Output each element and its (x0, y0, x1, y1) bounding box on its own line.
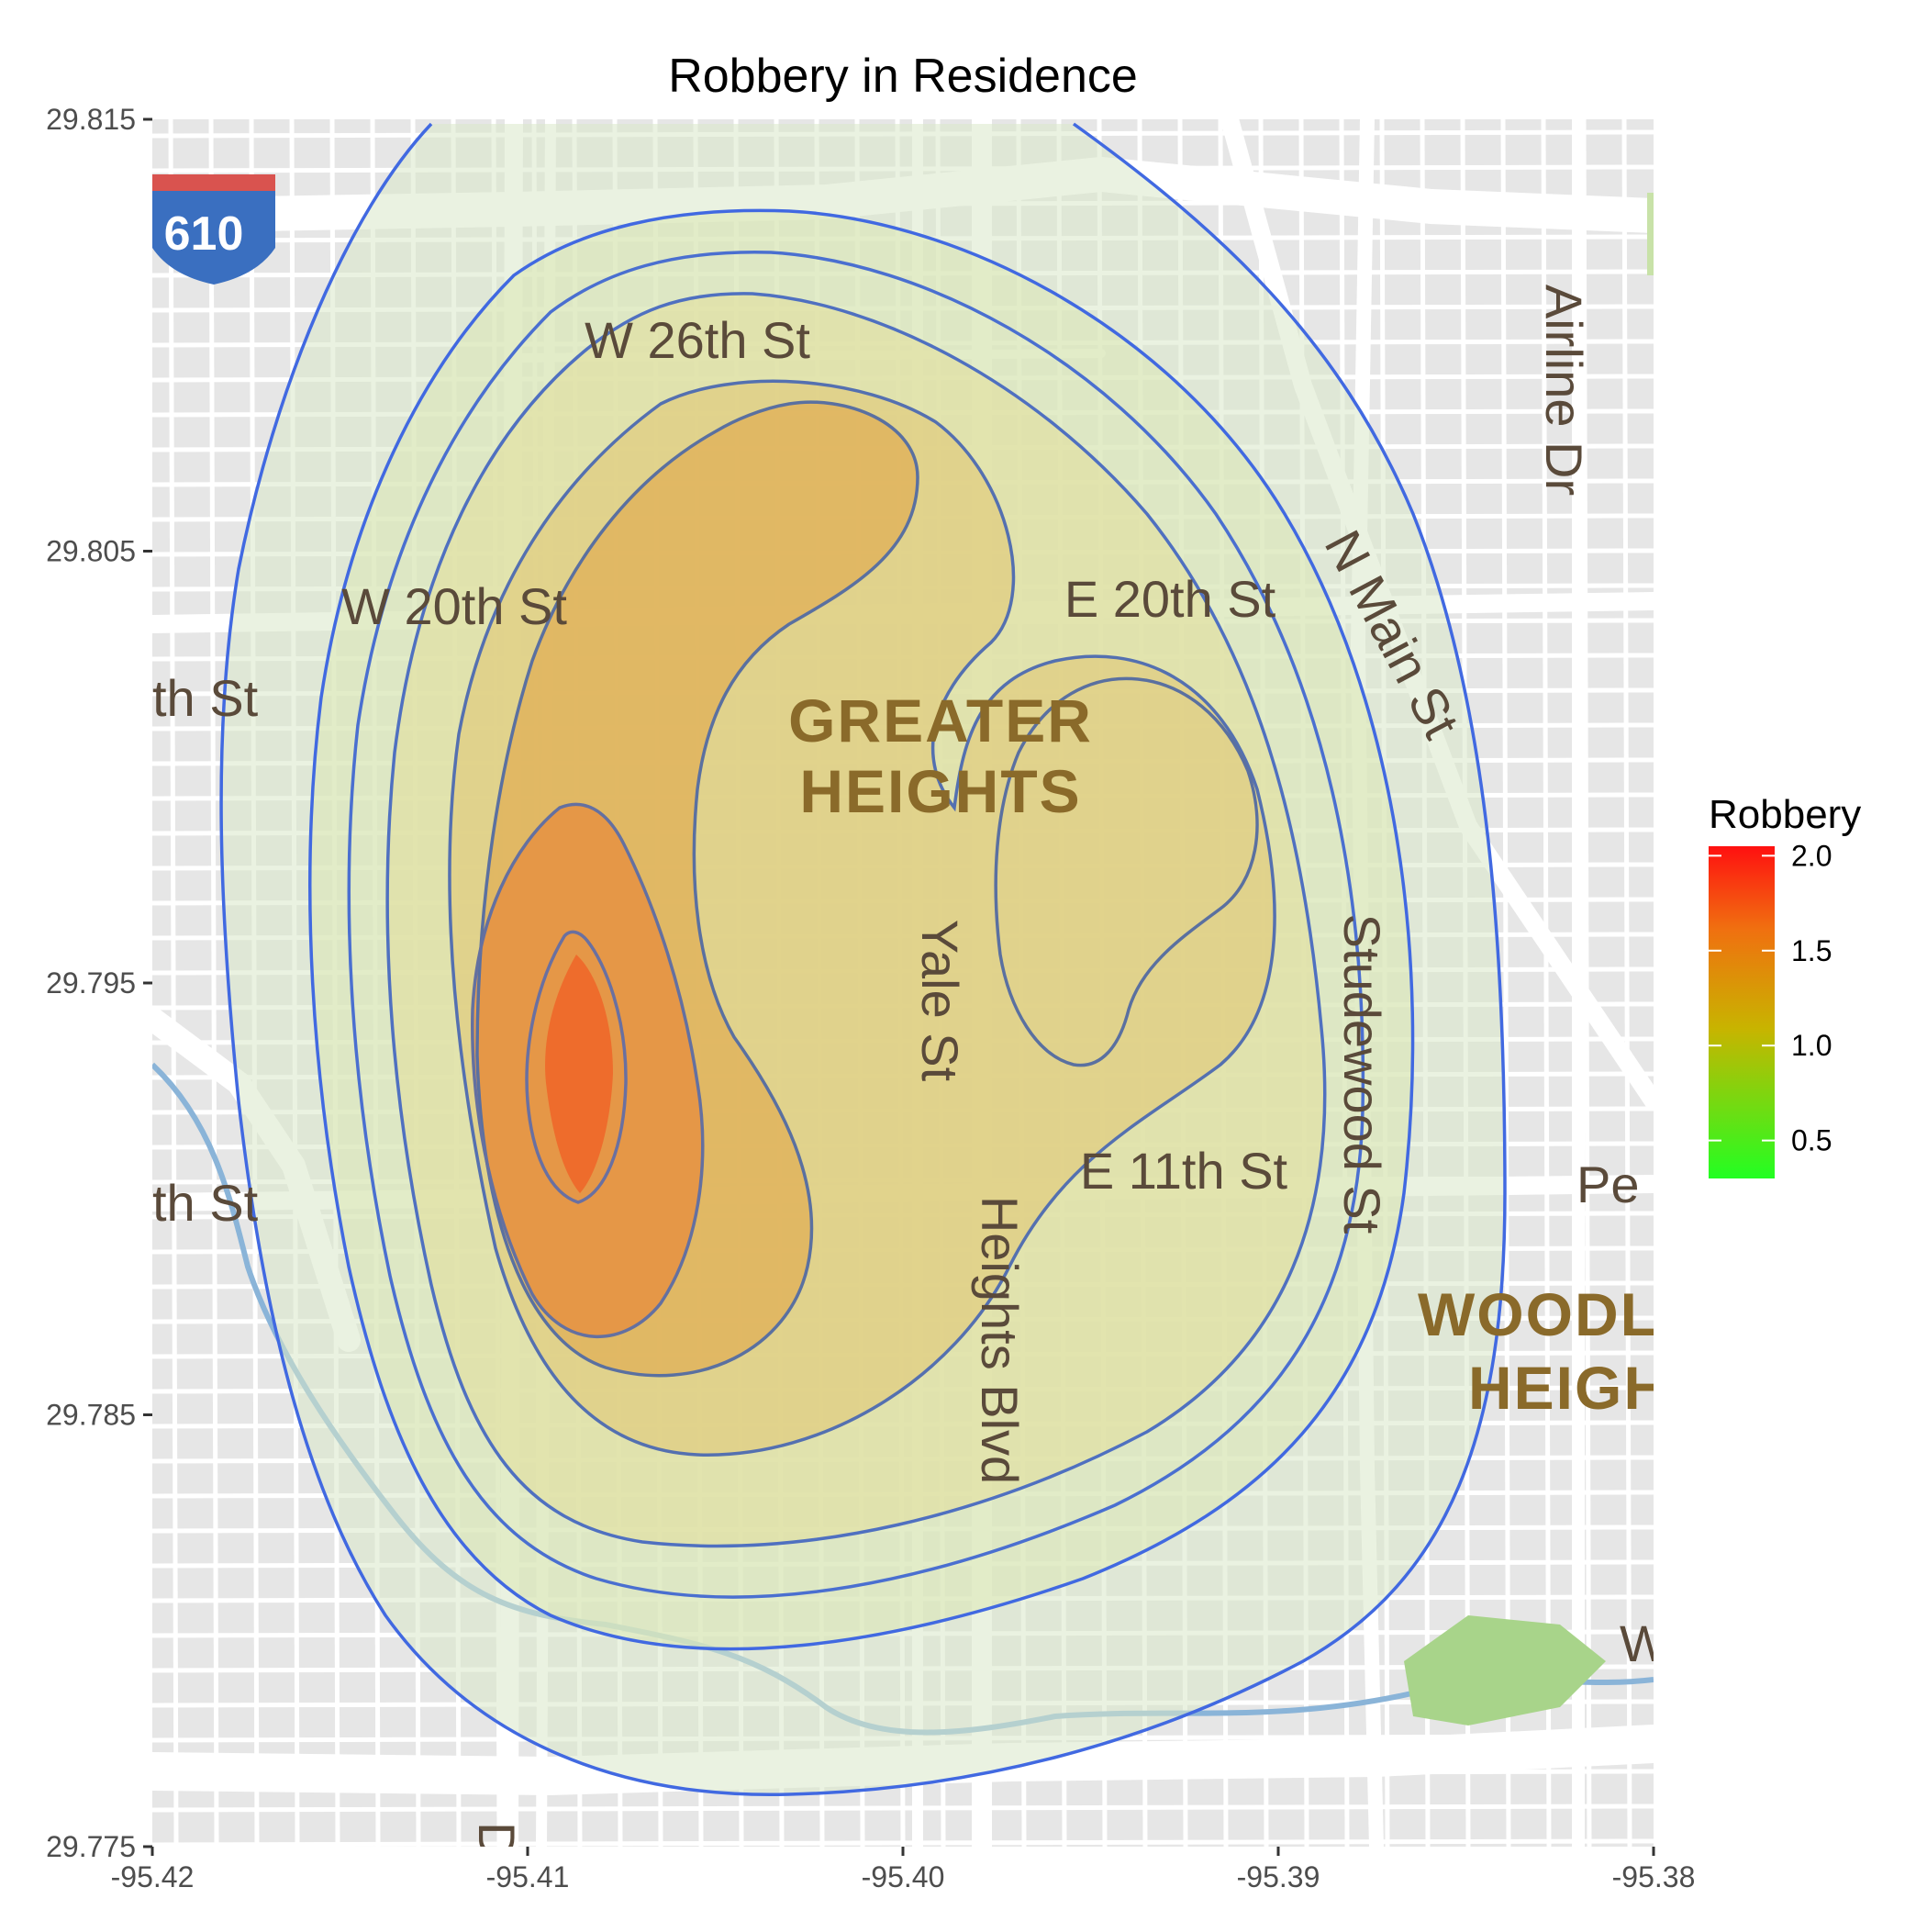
label-airline: Airline Dr (1535, 285, 1593, 496)
label-w20: W 20th St (341, 577, 567, 635)
highway-shield: 610 (152, 174, 275, 285)
label-pe: Pe (1576, 1156, 1640, 1213)
contour-line-6 (994, 676, 1259, 1067)
street-line (152, 1804, 1654, 1813)
y-tick-label: 29.785 (46, 1399, 136, 1432)
legend-title: Robbery (1709, 792, 1861, 837)
label-yale: Yale St (911, 920, 969, 1082)
contour-line-0 (219, 122, 1507, 1797)
legend: Robbery 0.5 1.0 1.5 2.0 (1709, 792, 1861, 1178)
density-fills (221, 124, 1506, 1795)
label-greater: GREATER (788, 687, 1093, 754)
contour-line-3 (385, 292, 1327, 1548)
contour-line-2 (347, 250, 1365, 1599)
label-e11: E 11th St (1080, 1142, 1288, 1200)
y-axis: 29.775 29.785 29.795 29.805 29.815 (46, 103, 152, 1863)
legend-tick-label: 1.5 (1791, 934, 1832, 967)
label-th-st-1: th St (152, 669, 259, 727)
legend-ticks: 0.5 1.0 1.5 2.0 (1709, 839, 1832, 1157)
legend-tick-label: 1.0 (1791, 1029, 1832, 1062)
park-small-1 (1647, 193, 1654, 275)
x-axis: -95.42 -95.41 -95.40 -95.39 -95.38 (111, 1847, 1696, 1893)
x-tick-label: -95.40 (862, 1860, 945, 1893)
label-w26: W 26th St (585, 311, 810, 369)
label-studewood: Studewood St (1333, 914, 1391, 1234)
contour-line-8 (525, 930, 628, 1204)
y-tick-label: 29.775 (46, 1830, 136, 1863)
label-w-edge: W (1620, 1614, 1668, 1672)
label-heights-blvd: Heights Blvd (971, 1196, 1029, 1484)
label-d-edge: D (468, 1822, 526, 1859)
street-line (168, 119, 179, 1847)
shield-top-band (152, 174, 275, 191)
park-area (1404, 1615, 1606, 1725)
label-woodl: WOODL (1418, 1280, 1659, 1348)
contour-lines (219, 122, 1507, 1797)
y-tick-label: 29.795 (46, 966, 136, 1000)
label-heigh: HEIGH (1468, 1354, 1669, 1422)
contour-line-4 (448, 379, 1276, 1457)
label-th-st-2: th St (152, 1174, 259, 1232)
shield-icon (152, 179, 275, 285)
x-tick-label: -95.38 (1612, 1860, 1696, 1893)
x-tick-label: -95.39 (1237, 1860, 1320, 1893)
density-level-6 (545, 955, 613, 1193)
highway-number: 610 (164, 207, 244, 261)
street-line (152, 1838, 1654, 1847)
y-tick-label: 29.805 (46, 535, 136, 568)
label-heights-hood: HEIGHTS (799, 757, 1081, 825)
street-line (1541, 119, 1552, 1847)
contour-line-1 (308, 208, 1415, 1651)
chart-title: Robbery in Residence (668, 50, 1138, 103)
contour-line-7 (471, 802, 705, 1339)
legend-colorbar (1709, 846, 1775, 1178)
legend-tick-label: 0.5 (1791, 1124, 1832, 1157)
label-e20: E 20th St (1064, 570, 1276, 628)
street-line (208, 119, 219, 1847)
x-tick-label: -95.42 (111, 1860, 195, 1893)
y-tick-label: 29.815 (46, 103, 136, 136)
legend-tick-label: 2.0 (1791, 839, 1832, 872)
street-line (1500, 119, 1511, 1847)
street-line (1621, 119, 1632, 1847)
contour-line-5 (475, 400, 919, 1378)
map-panel: 610 W 26th St W 20th St E 20th St th St … (152, 119, 1669, 1859)
x-tick-label: -95.41 (486, 1860, 570, 1893)
